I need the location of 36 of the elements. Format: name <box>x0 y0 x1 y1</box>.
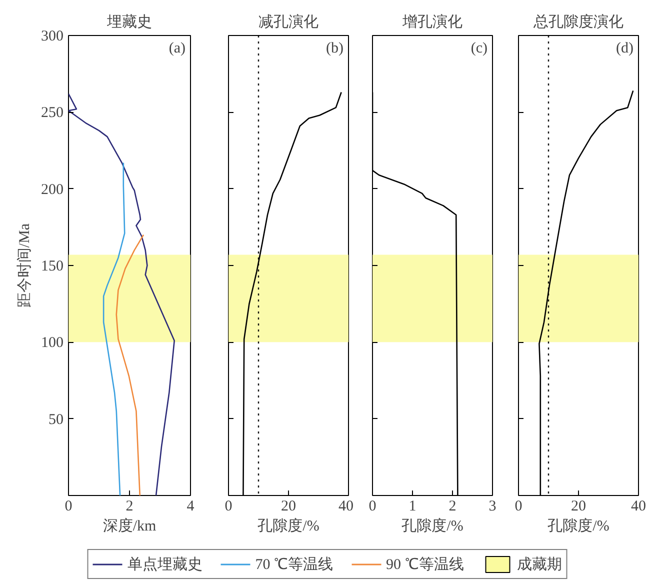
annotation: (c) <box>470 40 488 56</box>
chart-title: 减孔演化 <box>258 14 318 30</box>
x-axis-title: 孔隙度/% <box>402 518 464 534</box>
x-tick-label: 0 <box>224 498 232 514</box>
y-tick-label: 150 <box>41 258 64 274</box>
annotation: (b) <box>326 40 344 56</box>
x-tick-label: 4 <box>186 498 195 514</box>
chart-title: 总孔隙度演化 <box>532 14 624 30</box>
annotation: (a) <box>168 40 186 56</box>
y-tick-label: 250 <box>41 105 64 122</box>
x-tick-label: 0 <box>368 498 376 514</box>
x-tick-label: 2 <box>126 498 134 514</box>
y-tick-label: 50 <box>48 412 64 428</box>
x-tick-label: 0 <box>64 498 72 514</box>
x-tick-label: 3 <box>488 498 496 514</box>
x-tick-label: 20 <box>571 498 586 514</box>
legend-label: 70 ℃等温线 <box>255 556 333 574</box>
legend-label: 90 ℃等温线 <box>386 556 464 574</box>
x-axis-title: 深度/km <box>102 518 156 534</box>
x-axis-title: 孔隙度/% <box>258 518 320 534</box>
x-tick-label: 2 <box>448 498 456 514</box>
x-tick-label: 20 <box>281 498 296 514</box>
x-tick-label: 0 <box>514 498 522 514</box>
legend-label: 成藏期 <box>516 556 562 574</box>
annotation: (d) <box>616 40 634 56</box>
y-tick-label: 100 <box>41 335 64 352</box>
chart-title: 埋藏史 <box>106 14 152 30</box>
y-axis-title: 距今时间/Ma <box>16 223 33 308</box>
y-tick-label: 300 <box>41 28 64 44</box>
x-tick-label: 40 <box>631 498 646 514</box>
x-tick-label: 1 <box>408 498 416 514</box>
chart-title: 增孔演化 <box>402 14 462 30</box>
x-tick-label: 40 <box>338 498 354 514</box>
x-axis-title: 孔隙度/% <box>548 518 610 534</box>
y-tick-label: 200 <box>41 182 64 198</box>
legend-label: 单点埋藏史 <box>127 556 202 574</box>
